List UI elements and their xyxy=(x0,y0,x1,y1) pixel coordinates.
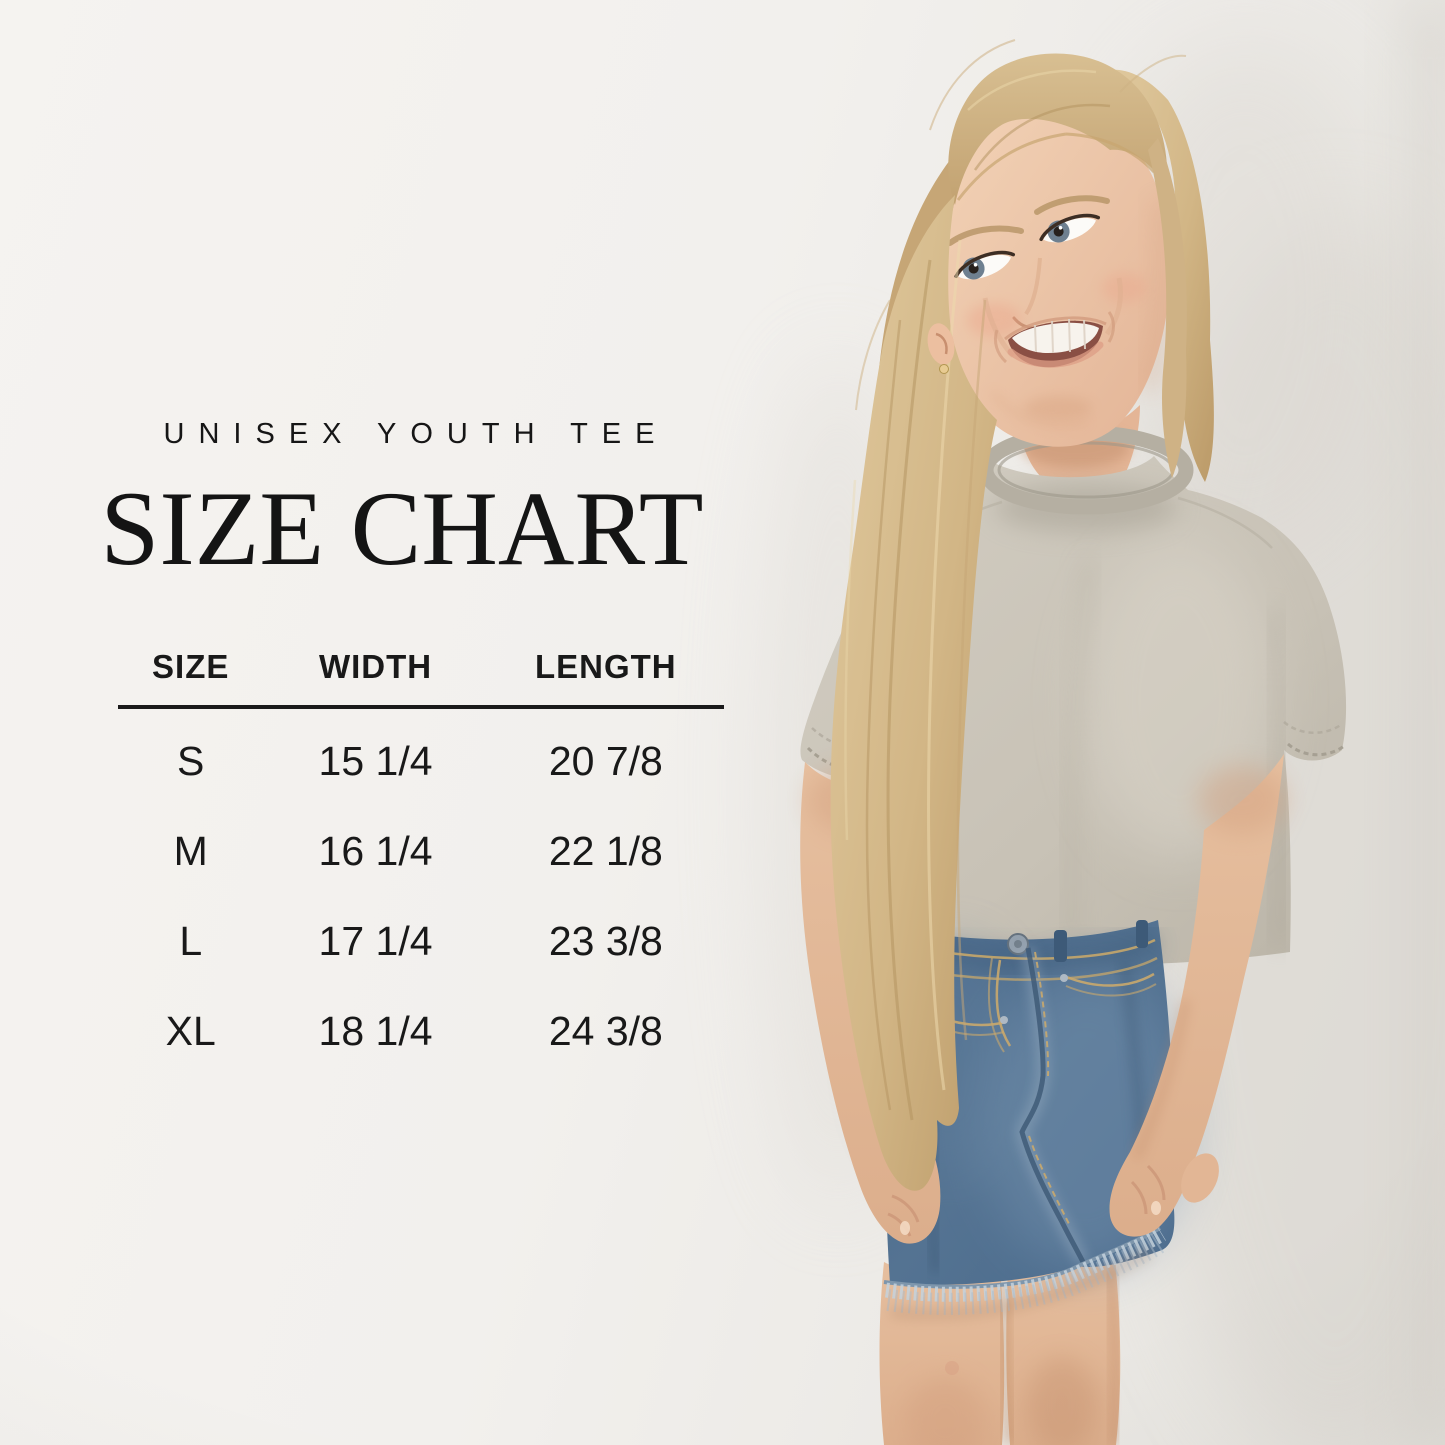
size-cell: S xyxy=(177,737,205,784)
size-chart-title: SIZE CHART xyxy=(100,470,704,587)
face xyxy=(944,112,1171,447)
product-subtitle: UNISEX YOUTH TEE xyxy=(163,418,669,450)
length-cell: 24 3/8 xyxy=(548,1007,663,1054)
ear xyxy=(927,323,955,374)
size-row-xl: XL 18 1/4 24 3/8 xyxy=(118,986,724,1076)
length-cell: 20 7/8 xyxy=(548,737,663,784)
column-header-length: LENGTH xyxy=(487,648,724,709)
size-table-header-row: SIZE WIDTH LENGTH xyxy=(118,648,724,709)
size-table: SIZE WIDTH LENGTH S 15 1/4 20 7/8 M 16 1… xyxy=(118,648,724,1076)
size-cell: M xyxy=(173,827,208,874)
hair-front xyxy=(830,39,1187,1191)
column-header-width: WIDTH xyxy=(263,648,488,709)
length-cell: 23 3/8 xyxy=(548,917,663,964)
size-cell: L xyxy=(179,917,203,964)
width-cell: 17 1/4 xyxy=(318,917,433,964)
size-row-m: M 16 1/4 22 1/8 xyxy=(118,806,724,896)
earring-stud xyxy=(939,364,949,374)
size-cell: XL xyxy=(165,1007,216,1054)
size-row-l: L 17 1/4 23 3/8 xyxy=(118,896,724,986)
column-header-size: SIZE xyxy=(118,648,264,709)
width-cell: 15 1/4 xyxy=(318,737,433,784)
size-row-s: S 15 1/4 20 7/8 xyxy=(118,707,724,806)
width-cell: 18 1/4 xyxy=(318,1007,433,1054)
length-cell: 22 1/8 xyxy=(548,827,663,874)
width-cell: 16 1/4 xyxy=(318,827,433,874)
